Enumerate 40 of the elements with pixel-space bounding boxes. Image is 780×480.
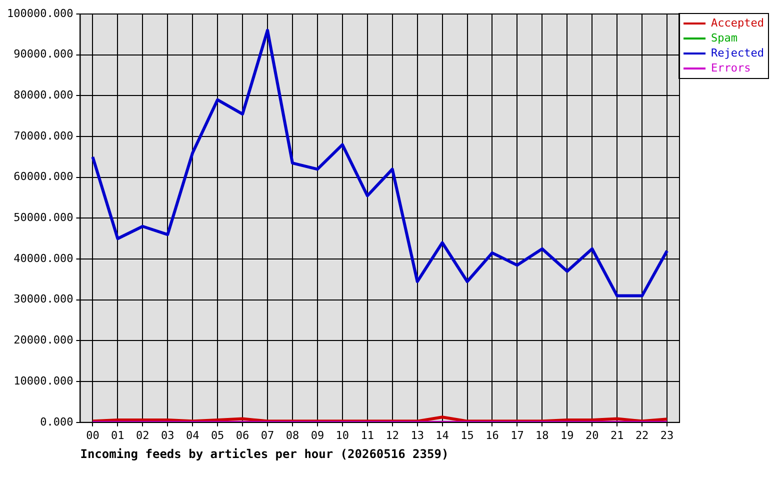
x-tick-label: 15: [460, 428, 474, 442]
x-tick-label: 19: [560, 428, 574, 442]
y-tick-label: 50000.000: [14, 211, 74, 224]
x-tick-label: 20: [585, 428, 599, 442]
y-tick-label: 80000.000: [14, 88, 74, 102]
x-tick-label: 16: [486, 428, 499, 442]
y-tick-label: 20000.000: [14, 334, 74, 347]
x-tick-label: 09: [310, 428, 324, 442]
x-tick-label: 10: [336, 428, 350, 442]
x-tick-label: 18: [536, 428, 549, 442]
x-tick-label: 07: [260, 428, 274, 442]
y-tick-label: 100000.000: [6, 6, 74, 20]
x-tick-label: 00: [86, 428, 100, 442]
x-tick-label: 14: [436, 428, 450, 442]
x-tick-label: 01: [111, 428, 124, 442]
x-tick-label: 12: [386, 428, 399, 442]
y-tick-label: 40000.000: [14, 252, 74, 265]
x-tick-label: 05: [210, 428, 224, 442]
y-tick-label: 90000.000: [14, 48, 74, 61]
x-tick-label: 04: [186, 428, 200, 442]
x-tick-label: 13: [410, 428, 424, 442]
x-tick-label: 02: [136, 428, 150, 442]
y-tick-label: 70000.000: [14, 129, 74, 142]
legend-label: Accepted: [711, 16, 764, 30]
x-tick-label: 08: [286, 428, 300, 442]
x-axis-title: Incoming feeds by articles per hour (20260516 2359): [80, 446, 449, 461]
legend-label: Errors: [711, 61, 751, 74]
y-tick-label: 60000.000: [14, 170, 74, 184]
x-tick-label: 23: [660, 428, 674, 442]
x-tick-label: 21: [610, 428, 624, 442]
legend-label: Rejected: [711, 46, 764, 60]
y-tick-label: 10000.000: [14, 374, 74, 388]
x-tick-label: 11: [360, 428, 374, 442]
y-tick-label: 30000.000: [14, 292, 74, 306]
x-tick-label: 06: [236, 428, 250, 442]
x-tick-label: 03: [161, 428, 174, 442]
x-tick-label: 22: [635, 428, 649, 442]
y-tick-label: 0.000: [40, 415, 74, 428]
x-tick-label: 17: [510, 428, 524, 442]
legend-label: Spam: [711, 31, 738, 44]
